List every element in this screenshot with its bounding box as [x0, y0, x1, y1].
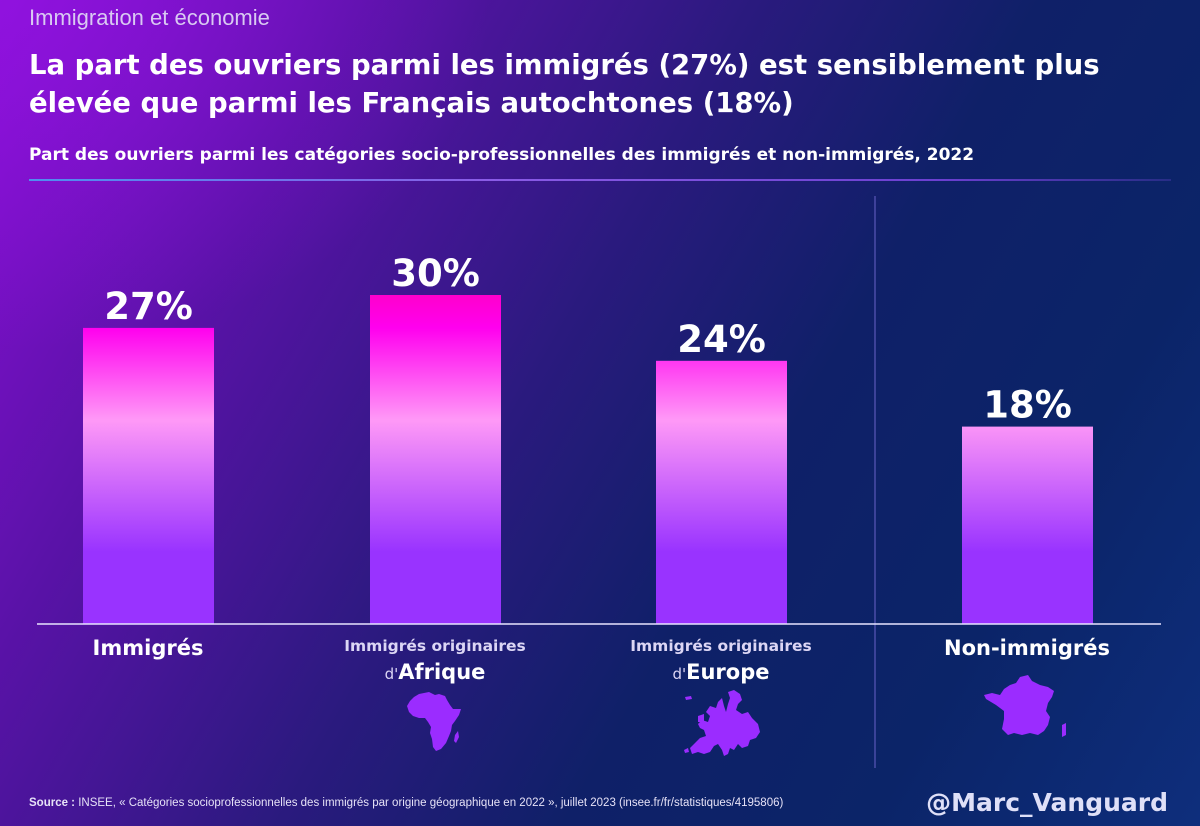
chart-title: La part des ouvriers parmi les immigrés … [29, 49, 1100, 119]
bar-4 [962, 426, 1093, 624]
data-labels-group: 27% 30% 24% 18% [104, 252, 1072, 427]
category-label-non-immigres: Non-immigrés [907, 636, 1147, 660]
category-label-immigres: Immigrés [63, 636, 233, 660]
data-label-2: 30% [391, 252, 480, 295]
data-label-4: 18% [983, 384, 1072, 427]
source-note: Source : INSEE, « Catégories socioprofes… [29, 797, 783, 809]
source-label: Source : [29, 797, 76, 809]
category-label-region: Europe [686, 660, 770, 684]
subtitle-rule [29, 179, 1171, 181]
bar-1 [83, 327, 214, 624]
bar-3 [656, 360, 787, 624]
category-label-region: Afrique [398, 660, 486, 684]
category-label-text: Immigrés [92, 636, 204, 660]
category-label-line1: Immigrés originaires [630, 637, 812, 655]
france-map-icon [984, 675, 1066, 737]
africa-map-icon [407, 692, 461, 751]
source-text: INSEE, « Catégories socioprofessionnelle… [78, 797, 784, 809]
category-label-afrique: Immigrés originaires d'Afrique [320, 634, 550, 684]
bars-group [83, 295, 1093, 624]
data-label-1: 27% [104, 285, 193, 328]
category-label-prefix: d' [384, 665, 399, 683]
category-label-prefix: d' [672, 665, 687, 683]
europe-map-icon [684, 690, 760, 756]
category-label-line1: Immigrés originaires [344, 637, 526, 655]
data-label-3: 24% [677, 318, 766, 361]
kicker: Immigration et économie [29, 5, 270, 30]
category-label-text: Non-immigrés [944, 636, 1110, 660]
author-handle: @Marc_Vanguard [926, 788, 1168, 817]
bar-2 [370, 295, 501, 624]
category-label-europe: Immigrés originaires d'Europe [606, 634, 836, 684]
chart-subtitle: Part des ouvriers parmi les catégories s… [29, 145, 975, 165]
